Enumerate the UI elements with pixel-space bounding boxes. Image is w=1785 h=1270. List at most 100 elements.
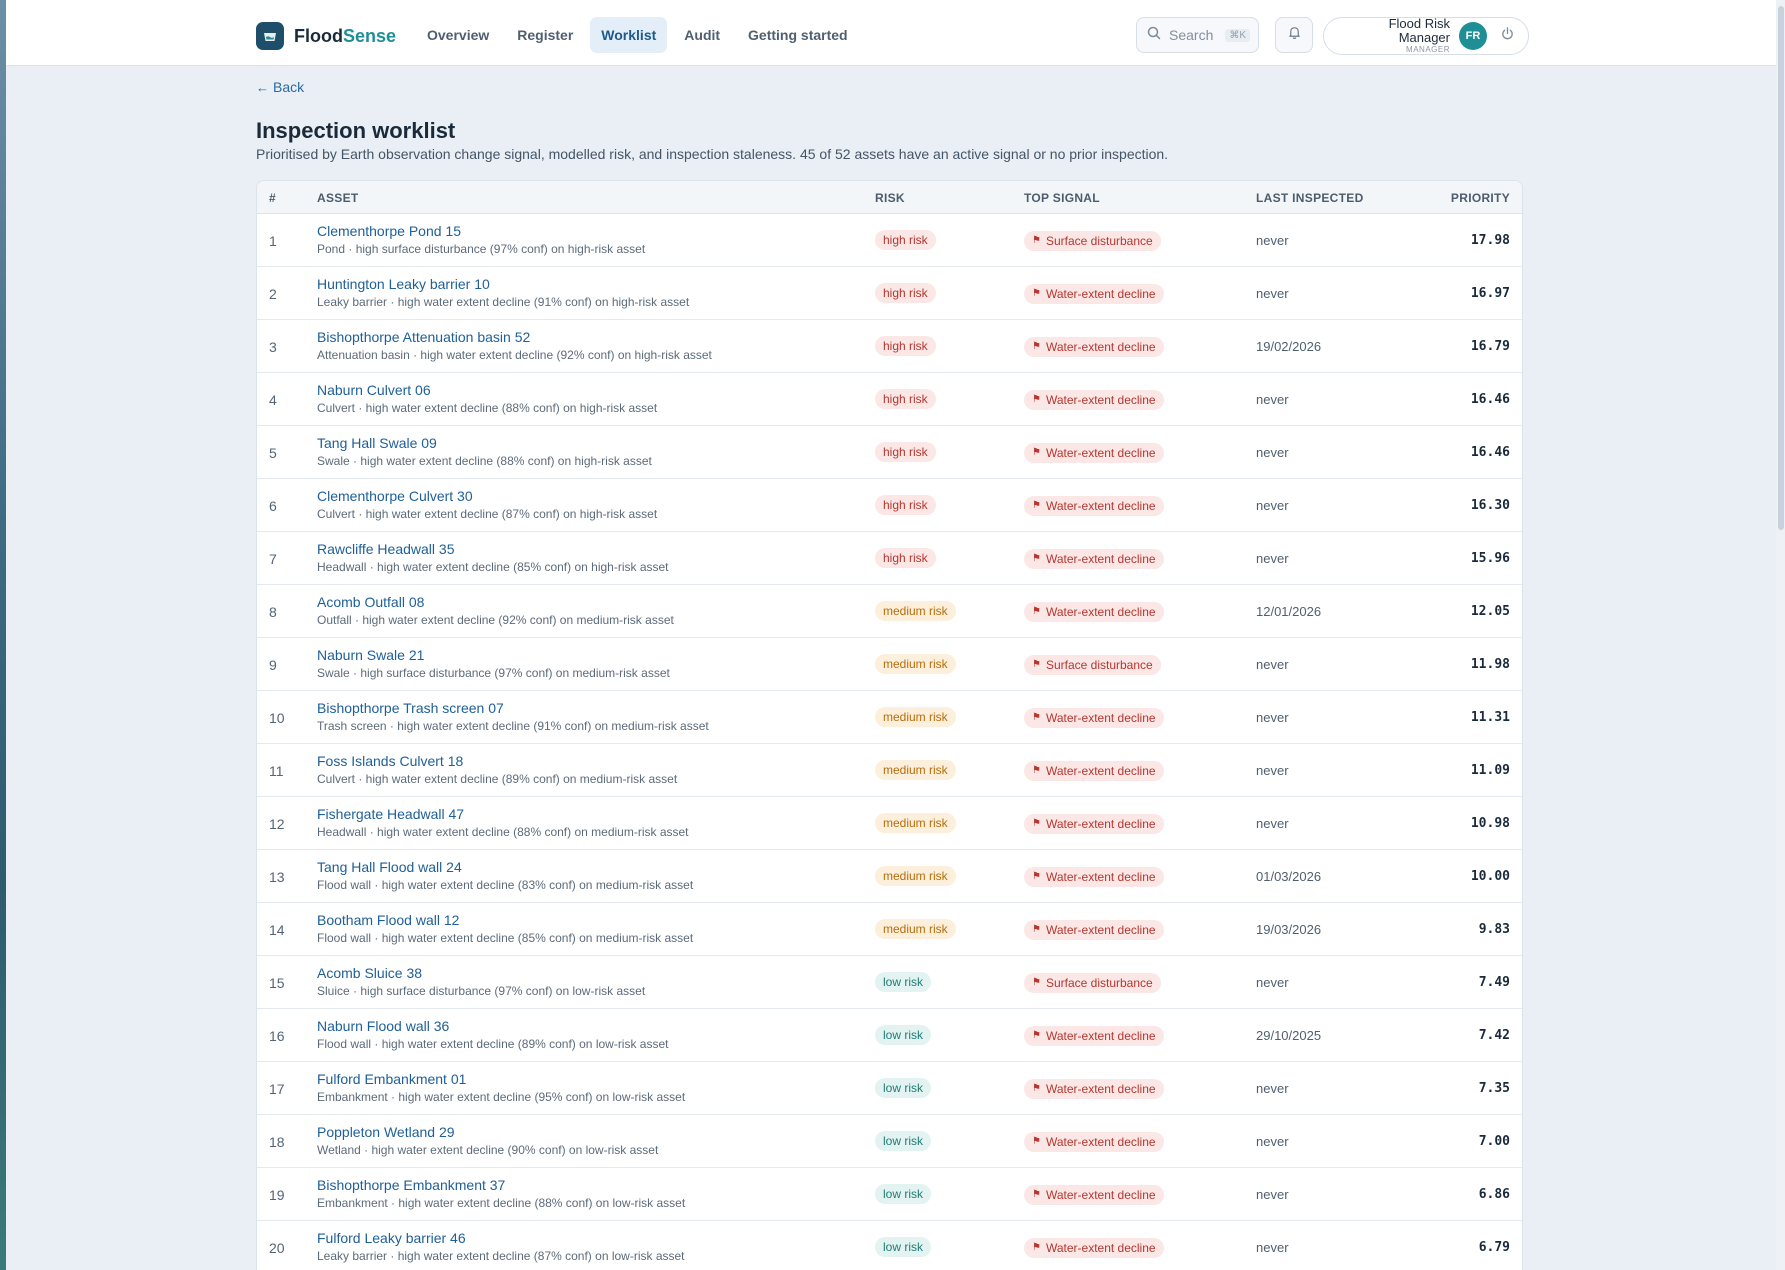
table-row[interactable]: 20 Fulford Leaky barrier 46 Leaky barrier …	[257, 1221, 1522, 1270]
signal-cell: ⚑ Water-extent decline	[1024, 495, 1164, 516]
search-label: Search	[1169, 27, 1214, 43]
asset-link[interactable]: Poppleton Wetland 29	[317, 1124, 455, 1140]
last-inspected: 01/03/2026	[1256, 869, 1322, 884]
row-number: 6	[269, 498, 277, 514]
table-row[interactable]: 8 Acomb Outfall 08 Outfall · high water ex…	[257, 585, 1522, 638]
risk-badge: medium risk	[875, 601, 956, 621]
table-row[interactable]: 13 Tang Hall Flood wall 24 Flood wall · hi…	[257, 850, 1522, 903]
page-scrollbar[interactable]	[1776, 0, 1785, 1270]
signal-cell: ⚑ Water-extent decline	[1024, 866, 1164, 887]
asset-link[interactable]: Naburn Culvert 06	[317, 382, 431, 398]
nav-audit[interactable]: Audit	[684, 27, 721, 43]
asset-link[interactable]: Tang Hall Flood wall 24	[317, 859, 462, 875]
signal-badge: ⚑ Water-extent decline	[1024, 1237, 1164, 1258]
risk-cell: high risk	[875, 336, 936, 356]
last-inspected: 29/10/2025	[1256, 1028, 1322, 1043]
table-row[interactable]: 19 Bishopthorpe Embankment 37 Embankment ·…	[257, 1168, 1522, 1221]
asset-link[interactable]: Fishergate Headwall 47	[317, 806, 465, 822]
last-inspected: never	[1256, 657, 1289, 672]
last-inspected: 12/01/2026	[1256, 604, 1322, 619]
table-row[interactable]: 11 Foss Islands Culvert 18 Culvert · high …	[257, 744, 1522, 797]
risk-badge: medium risk	[875, 654, 956, 674]
back-link[interactable]: ← Back	[256, 79, 304, 95]
scrollbar-thumb[interactable]	[1778, 6, 1784, 530]
asset-description: Embankment · high water extent decline (…	[317, 1196, 686, 1210]
asset-description: Trash screen · high water extent decline…	[317, 719, 709, 733]
table-row[interactable]: 9 Naburn Swale 21 Swale · high surface dis…	[257, 638, 1522, 691]
asset-link[interactable]: Fulford Leaky barrier 46	[317, 1230, 466, 1246]
worklist-table: # ASSET RISK TOP SIGNAL LAST INSPECTED P…	[256, 180, 1523, 1270]
table-row[interactable]: 17 Fulford Embankment 01 Embankment · high…	[257, 1062, 1522, 1115]
signal-badge: ⚑ Water-extent decline	[1024, 495, 1164, 516]
asset-description: Culvert · high water extent decline (89%…	[317, 772, 678, 786]
signal-label: Water-extent decline	[1045, 1081, 1156, 1096]
asset-link[interactable]: Acomb Sluice 38	[317, 965, 423, 981]
brand[interactable]: FloodSense	[256, 22, 396, 50]
priority-score: 6.86	[1478, 1187, 1510, 1202]
asset-link[interactable]: Huntington Leaky barrier 10	[317, 276, 490, 292]
table-row[interactable]: 18 Poppleton Wetland 29 Wetland · high wat…	[257, 1115, 1522, 1168]
asset-link[interactable]: Bootham Flood wall 12	[317, 912, 460, 928]
asset-description: Sluice · high surface disturbance (97% c…	[317, 984, 646, 998]
table-row[interactable]: 6 Clementhorpe Culvert 30 Culvert · high w…	[257, 479, 1522, 532]
table-row[interactable]: 5 Tang Hall Swale 09 Swale · high water ex…	[257, 426, 1522, 479]
table-row[interactable]: 15 Acomb Sluice 38 Sluice · high surface d…	[257, 956, 1522, 1009]
asset-link[interactable]: Naburn Swale 21	[317, 647, 425, 663]
row-number: 13	[269, 869, 285, 885]
nav-register[interactable]: Register	[517, 27, 574, 43]
asset-link[interactable]: Tang Hall Swale 09	[317, 435, 437, 451]
notifications-button[interactable]	[1275, 17, 1313, 53]
asset-description: Headwall · high water extent decline (88…	[317, 825, 689, 839]
search-button[interactable]: Search ⌘K	[1136, 17, 1259, 53]
signal-label: Surface disturbance	[1045, 233, 1153, 248]
risk-badge: high risk	[875, 230, 936, 250]
column-header-last-inspected[interactable]: LAST INSPECTED	[1256, 191, 1364, 205]
risk-cell: low risk	[875, 1237, 932, 1257]
nav-overview[interactable]: Overview	[427, 27, 490, 43]
table-row[interactable]: 16 Naburn Flood wall 36 Flood wall · high …	[257, 1009, 1522, 1062]
asset-link[interactable]: Clementhorpe Pond 15	[317, 223, 461, 239]
table-row[interactable]: 10 Bishopthorpe Trash screen 07 Trash scre…	[257, 691, 1522, 744]
column-header-priority[interactable]: PRIORITY	[1450, 191, 1510, 205]
row-number: 9	[269, 657, 277, 673]
table-row[interactable]: 2 Huntington Leaky barrier 10 Leaky barrie…	[257, 267, 1522, 320]
signal-badge: ⚑ Water-extent decline	[1024, 283, 1164, 304]
asset-link[interactable]: Naburn Flood wall 36	[317, 1018, 450, 1034]
risk-cell: low risk	[875, 1131, 932, 1151]
signal-label: Water-extent decline	[1045, 816, 1156, 831]
table-row[interactable]: 4 Naburn Culvert 06 Culvert · high water e…	[257, 373, 1522, 426]
column-header-number: #	[269, 191, 276, 205]
signal-badge: ⚑ Surface disturbance	[1024, 654, 1161, 675]
asset-link[interactable]: Foss Islands Culvert 18	[317, 753, 464, 769]
table-row[interactable]: 3 Bishopthorpe Attenuation basin 52 Attenu…	[257, 320, 1522, 373]
asset-link[interactable]: Fulford Embankment 01	[317, 1071, 467, 1087]
asset-link[interactable]: Bishopthorpe Embankment 37	[317, 1177, 506, 1193]
column-header-risk[interactable]: RISK	[875, 191, 905, 205]
search-shortcut: ⌘K	[1225, 28, 1251, 42]
priority-score: 11.09	[1470, 763, 1510, 778]
user-menu[interactable]: Flood Risk Manager MANAGER FR	[1323, 17, 1529, 55]
user-info: Flood Risk Manager MANAGER	[1337, 17, 1450, 55]
column-header-asset[interactable]: ASSET	[317, 191, 359, 205]
flag-icon: ⚑	[1032, 1189, 1041, 1200]
priority-score: 9.83	[1478, 922, 1510, 937]
sign-out-button[interactable]	[1496, 25, 1518, 47]
logo-icon	[256, 22, 284, 50]
table-row[interactable]: 12 Fishergate Headwall 47 Headwall · high …	[257, 797, 1522, 850]
asset-description: Pond · high surface disturbance (97% con…	[317, 242, 646, 256]
column-header-top-signal[interactable]: TOP SIGNAL	[1024, 191, 1100, 205]
asset-link[interactable]: Bishopthorpe Attenuation basin 52	[317, 329, 531, 345]
brand-name: FloodSense	[294, 26, 396, 47]
table-row[interactable]: 1 Clementhorpe Pond 15 Pond · high surface…	[257, 214, 1522, 267]
table-row[interactable]: 7 Rawcliffe Headwall 35 Headwall · high wa…	[257, 532, 1522, 585]
back-label: Back	[273, 79, 305, 95]
nav-getting-started[interactable]: Getting started	[748, 27, 848, 43]
signal-badge: ⚑ Water-extent decline	[1024, 1078, 1164, 1099]
table-row[interactable]: 14 Bootham Flood wall 12 Flood wall · high…	[257, 903, 1522, 956]
asset-link[interactable]: Clementhorpe Culvert 30	[317, 488, 473, 504]
row-number: 14	[269, 922, 285, 938]
asset-link[interactable]: Rawcliffe Headwall 35	[317, 541, 455, 557]
asset-link[interactable]: Acomb Outfall 08	[317, 594, 425, 610]
nav-worklist[interactable]: Worklist	[590, 17, 668, 53]
asset-link[interactable]: Bishopthorpe Trash screen 07	[317, 700, 504, 716]
